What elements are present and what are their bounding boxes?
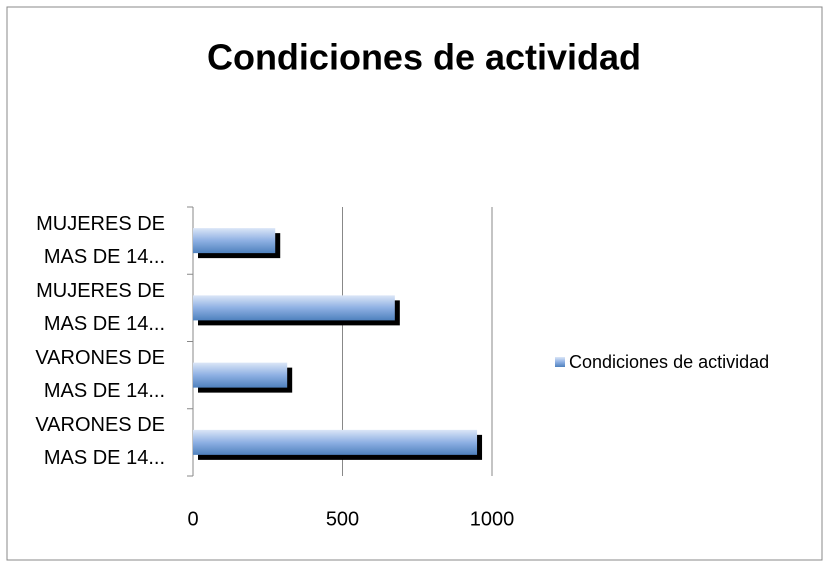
legend-label: Condiciones de actividad [569,352,769,372]
bar [193,429,478,455]
bar [193,228,276,254]
x-tick-label: 500 [326,508,359,530]
chart-border [6,6,823,561]
y-tick-label: MUJERES DE MAS DE 14... [36,279,165,335]
legend-swatch [555,357,565,367]
y-tick-label: MUJERES DE MAS DE 14... [36,212,165,268]
x-tick-label: 0 [187,508,198,530]
y-tick-label: VARONES DE MAS DE 14... [35,414,165,470]
chart-title: Condiciones de actividad [207,37,641,78]
bar [193,295,395,321]
y-tick-label: VARONES DE MAS DE 14... [35,347,165,403]
x-tick-label: 1000 [470,508,515,530]
bar [193,362,288,388]
